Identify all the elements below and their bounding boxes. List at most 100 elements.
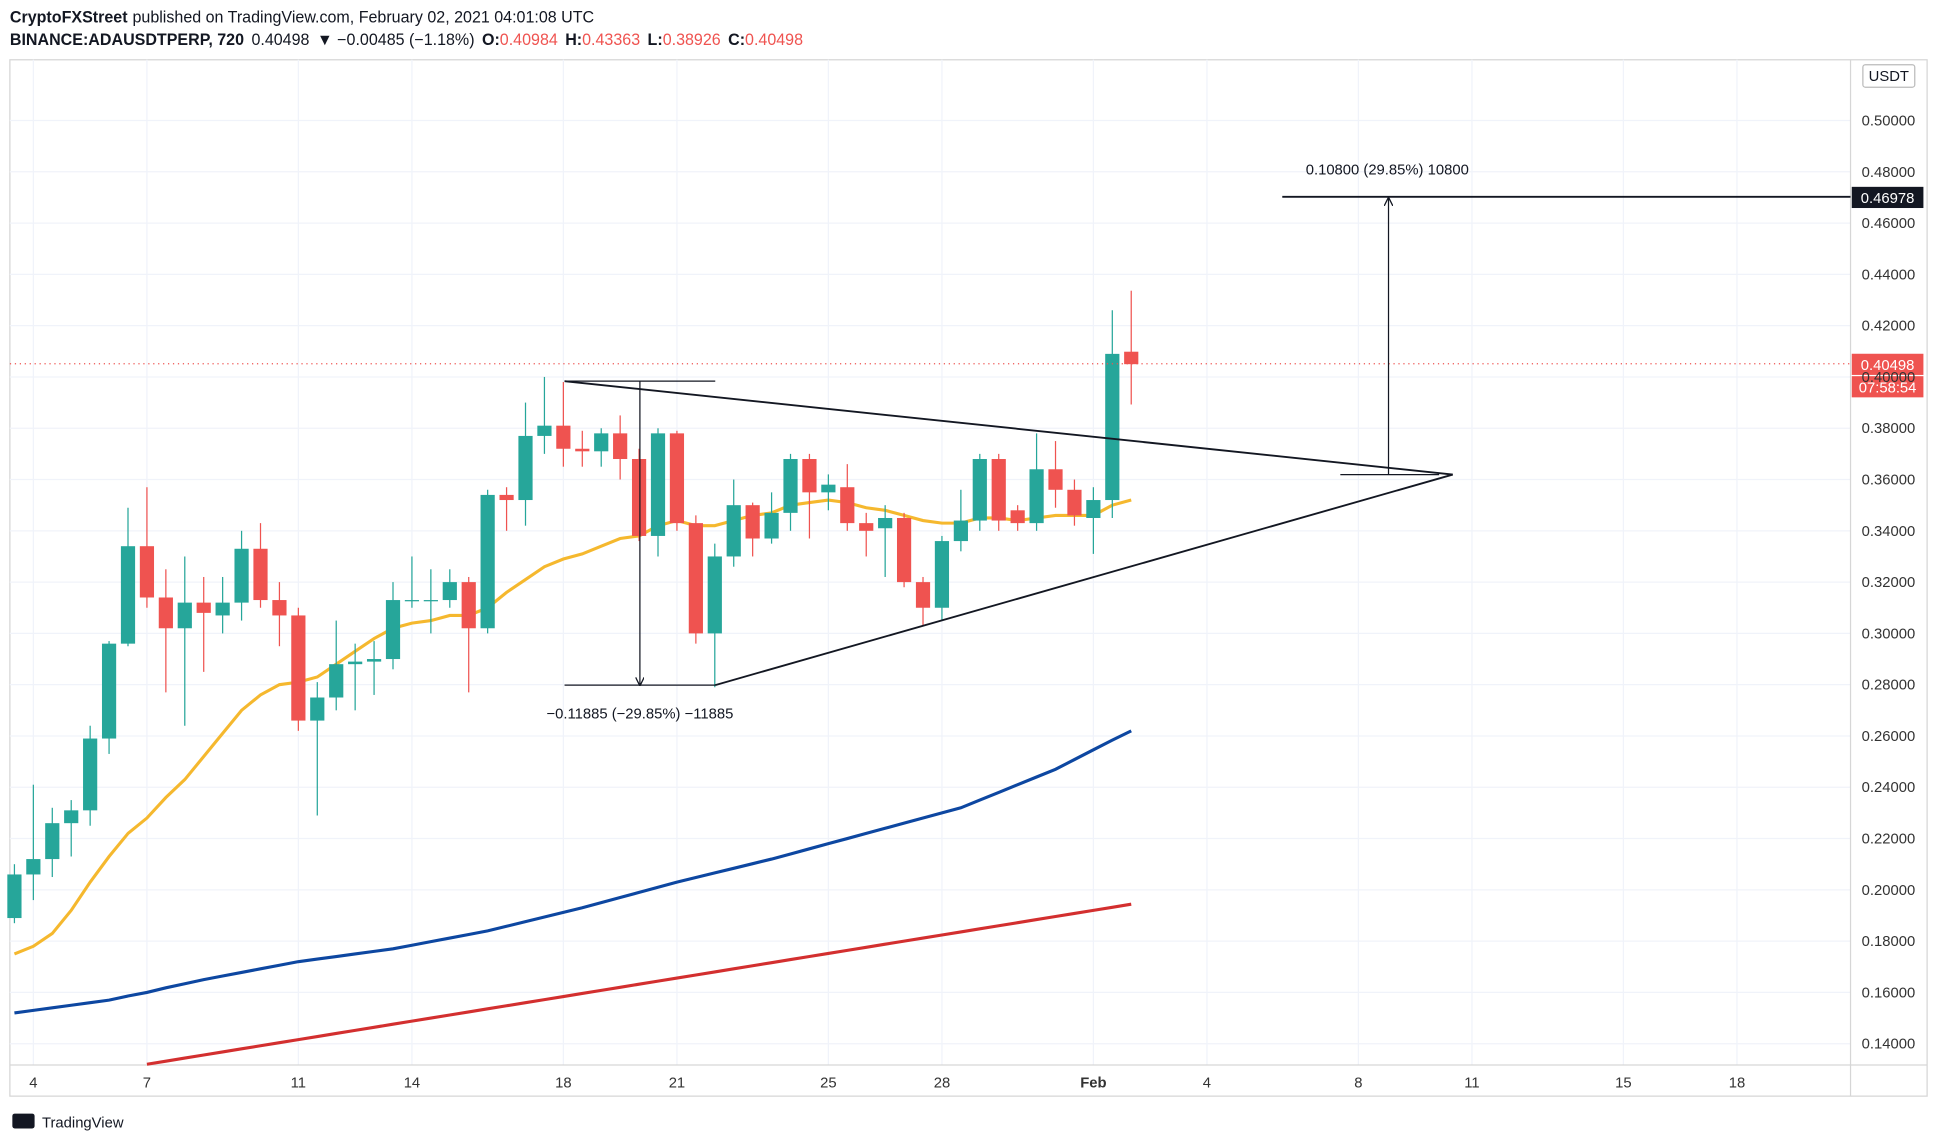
candle-body bbox=[972, 459, 987, 521]
candle-body bbox=[575, 448, 590, 452]
candle-body bbox=[669, 433, 685, 524]
candle-body bbox=[821, 484, 836, 493]
open: 0.40984 bbox=[500, 31, 558, 49]
x-tick-label: 21 bbox=[669, 1075, 685, 1091]
candle-body bbox=[650, 433, 666, 536]
candle-body bbox=[953, 520, 968, 542]
candle-body bbox=[234, 548, 249, 603]
candle-body bbox=[896, 517, 912, 583]
last-tag bbox=[1851, 353, 1924, 375]
currency-box[interactable] bbox=[1862, 64, 1916, 88]
candle-body bbox=[1086, 500, 1101, 518]
chart-frame bbox=[9, 59, 1928, 1097]
x-tick-label: 11 bbox=[291, 1075, 306, 1091]
triangle-lower bbox=[715, 473, 1454, 686]
x-tick-label: 18 bbox=[1729, 1075, 1745, 1091]
y-tick-label: 0.44000 bbox=[1862, 267, 1916, 283]
y-tick-label: 0.14000 bbox=[1862, 1037, 1916, 1053]
measure-down-label: −0.11885 (−29.85%) −11885 bbox=[546, 707, 733, 723]
candle-body bbox=[480, 494, 495, 629]
candle-body bbox=[878, 517, 893, 529]
candle-body bbox=[253, 548, 268, 601]
triangle bbox=[564, 380, 1454, 686]
candle-body bbox=[594, 433, 609, 452]
candle-body bbox=[139, 546, 155, 598]
close: 0.40498 bbox=[745, 31, 803, 49]
x-tick-label: 8 bbox=[1354, 1075, 1362, 1091]
y-tick-label: 0.42000 bbox=[1862, 319, 1916, 335]
candle-body bbox=[631, 459, 647, 536]
last: 0.40498 bbox=[251, 31, 309, 49]
x-tick-label: 4 bbox=[29, 1075, 37, 1091]
candle-body bbox=[556, 425, 571, 449]
plot bbox=[7, 290, 1139, 1066]
candle-body bbox=[1029, 469, 1044, 524]
candle-body bbox=[518, 435, 533, 501]
high: 0.43363 bbox=[582, 31, 640, 49]
x-tick-label: Feb bbox=[1080, 1075, 1106, 1091]
candle-body bbox=[1124, 351, 1139, 365]
last-tag-label: 0.40498 bbox=[1861, 358, 1915, 374]
x-tick-label: 18 bbox=[555, 1075, 571, 1091]
candle-body bbox=[348, 661, 363, 665]
candle-body bbox=[442, 582, 457, 601]
candle-body bbox=[272, 600, 287, 616]
candle-body bbox=[310, 697, 325, 721]
candle-body bbox=[329, 664, 344, 698]
candle-body bbox=[745, 505, 760, 539]
x-tick-label: 28 bbox=[934, 1075, 950, 1091]
candle-body bbox=[7, 874, 22, 919]
published: published on TradingView.com, February 0… bbox=[132, 8, 594, 26]
x-tick-label: 11 bbox=[1464, 1075, 1479, 1091]
target-tag bbox=[1851, 186, 1924, 209]
y-tick-label: 0.28000 bbox=[1862, 678, 1916, 694]
y-tick-label: 0.50000 bbox=[1862, 113, 1916, 129]
x-tick-label: 14 bbox=[404, 1075, 420, 1091]
y-tick-label: 0.40000 bbox=[1862, 370, 1916, 386]
brand-name[interactable]: TradingView bbox=[42, 1115, 124, 1131]
candle-body bbox=[45, 823, 60, 860]
candle-body bbox=[802, 459, 817, 493]
publisher: CryptoFXStreet bbox=[10, 8, 128, 26]
candle-body bbox=[215, 602, 230, 616]
candle-body bbox=[991, 459, 1006, 521]
candle-body bbox=[83, 738, 98, 811]
low: 0.38926 bbox=[663, 31, 721, 49]
y-tick-label: 0.36000 bbox=[1862, 472, 1916, 488]
candle-body bbox=[707, 556, 722, 634]
measure-up-label: 0.10800 (29.85%) 10800 bbox=[1306, 162, 1469, 178]
candle-body bbox=[196, 602, 211, 613]
candle-body bbox=[385, 600, 401, 660]
countdown-tag bbox=[1851, 376, 1924, 398]
candle-body bbox=[859, 523, 874, 531]
candle-body bbox=[461, 582, 476, 629]
candle-body bbox=[158, 597, 173, 629]
candle-body bbox=[101, 643, 117, 739]
candle-body bbox=[613, 433, 628, 460]
grid bbox=[9, 59, 1851, 1065]
candle-body bbox=[1048, 469, 1063, 490]
currency[interactable]: USDT bbox=[1869, 69, 1909, 85]
candle-body bbox=[688, 523, 703, 634]
candle-body bbox=[783, 459, 798, 513]
x-tick-label: 15 bbox=[1615, 1075, 1631, 1091]
triangle-upper bbox=[564, 380, 1453, 476]
y-tick-label: 0.20000 bbox=[1862, 883, 1916, 899]
y-tick-label: 0.34000 bbox=[1862, 524, 1916, 540]
candle-body bbox=[291, 615, 306, 721]
candle-body bbox=[915, 582, 931, 608]
candle-body bbox=[1105, 353, 1120, 501]
y-tick-label: 0.46000 bbox=[1862, 216, 1916, 232]
y-tick-label: 0.24000 bbox=[1862, 780, 1916, 796]
candle-body bbox=[537, 425, 552, 436]
candle-body bbox=[26, 859, 41, 875]
candle-body bbox=[934, 541, 950, 608]
candle-body bbox=[1067, 489, 1082, 516]
countdown: 07:58:54 bbox=[1859, 380, 1917, 396]
moving-average bbox=[13, 498, 1132, 956]
brand-logo[interactable] bbox=[12, 1113, 35, 1129]
brand[interactable]: TradingView bbox=[12, 1113, 124, 1132]
candle-body bbox=[120, 546, 136, 644]
candle-body bbox=[177, 602, 192, 629]
